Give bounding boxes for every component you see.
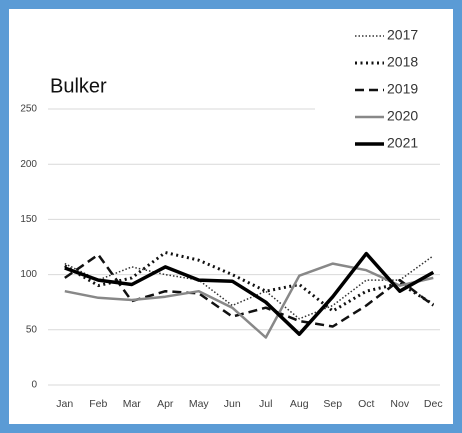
x-tick-label: Sep (323, 398, 342, 410)
chart-title: Bulker (50, 75, 107, 97)
y-tick-label: 150 (20, 214, 37, 225)
series-line (64, 251, 435, 313)
y-tick-label: 0 (31, 380, 37, 391)
legend-label: 2019 (387, 81, 418, 97)
legend-label: 2017 (387, 27, 418, 43)
x-tick-label: Feb (89, 398, 107, 410)
series-line (64, 253, 435, 328)
y-tick-label: 100 (20, 269, 37, 280)
legend-box (315, 22, 445, 162)
x-tick-label: Aug (290, 398, 309, 410)
x-tick-label: Mar (123, 398, 142, 410)
x-tick-label: Jun (224, 398, 241, 410)
legend-label: 2020 (387, 108, 418, 124)
legend-label: 2021 (387, 135, 418, 151)
x-tick-label: Dec (424, 398, 443, 410)
y-tick-label: 50 (26, 324, 38, 335)
x-tick-label: Jan (56, 398, 73, 410)
x-tick-label: Apr (157, 398, 174, 410)
x-tick-label: Oct (358, 398, 374, 410)
series-line (64, 251, 435, 336)
x-tick-label: Jul (259, 398, 272, 410)
x-tick-label: May (189, 398, 210, 410)
legend-label: 2018 (387, 54, 418, 70)
y-tick-label: 250 (20, 104, 37, 115)
y-tick-label: 200 (20, 159, 37, 170)
series-line (64, 255, 434, 320)
x-tick-label: Nov (390, 398, 409, 410)
series-line (64, 262, 434, 339)
